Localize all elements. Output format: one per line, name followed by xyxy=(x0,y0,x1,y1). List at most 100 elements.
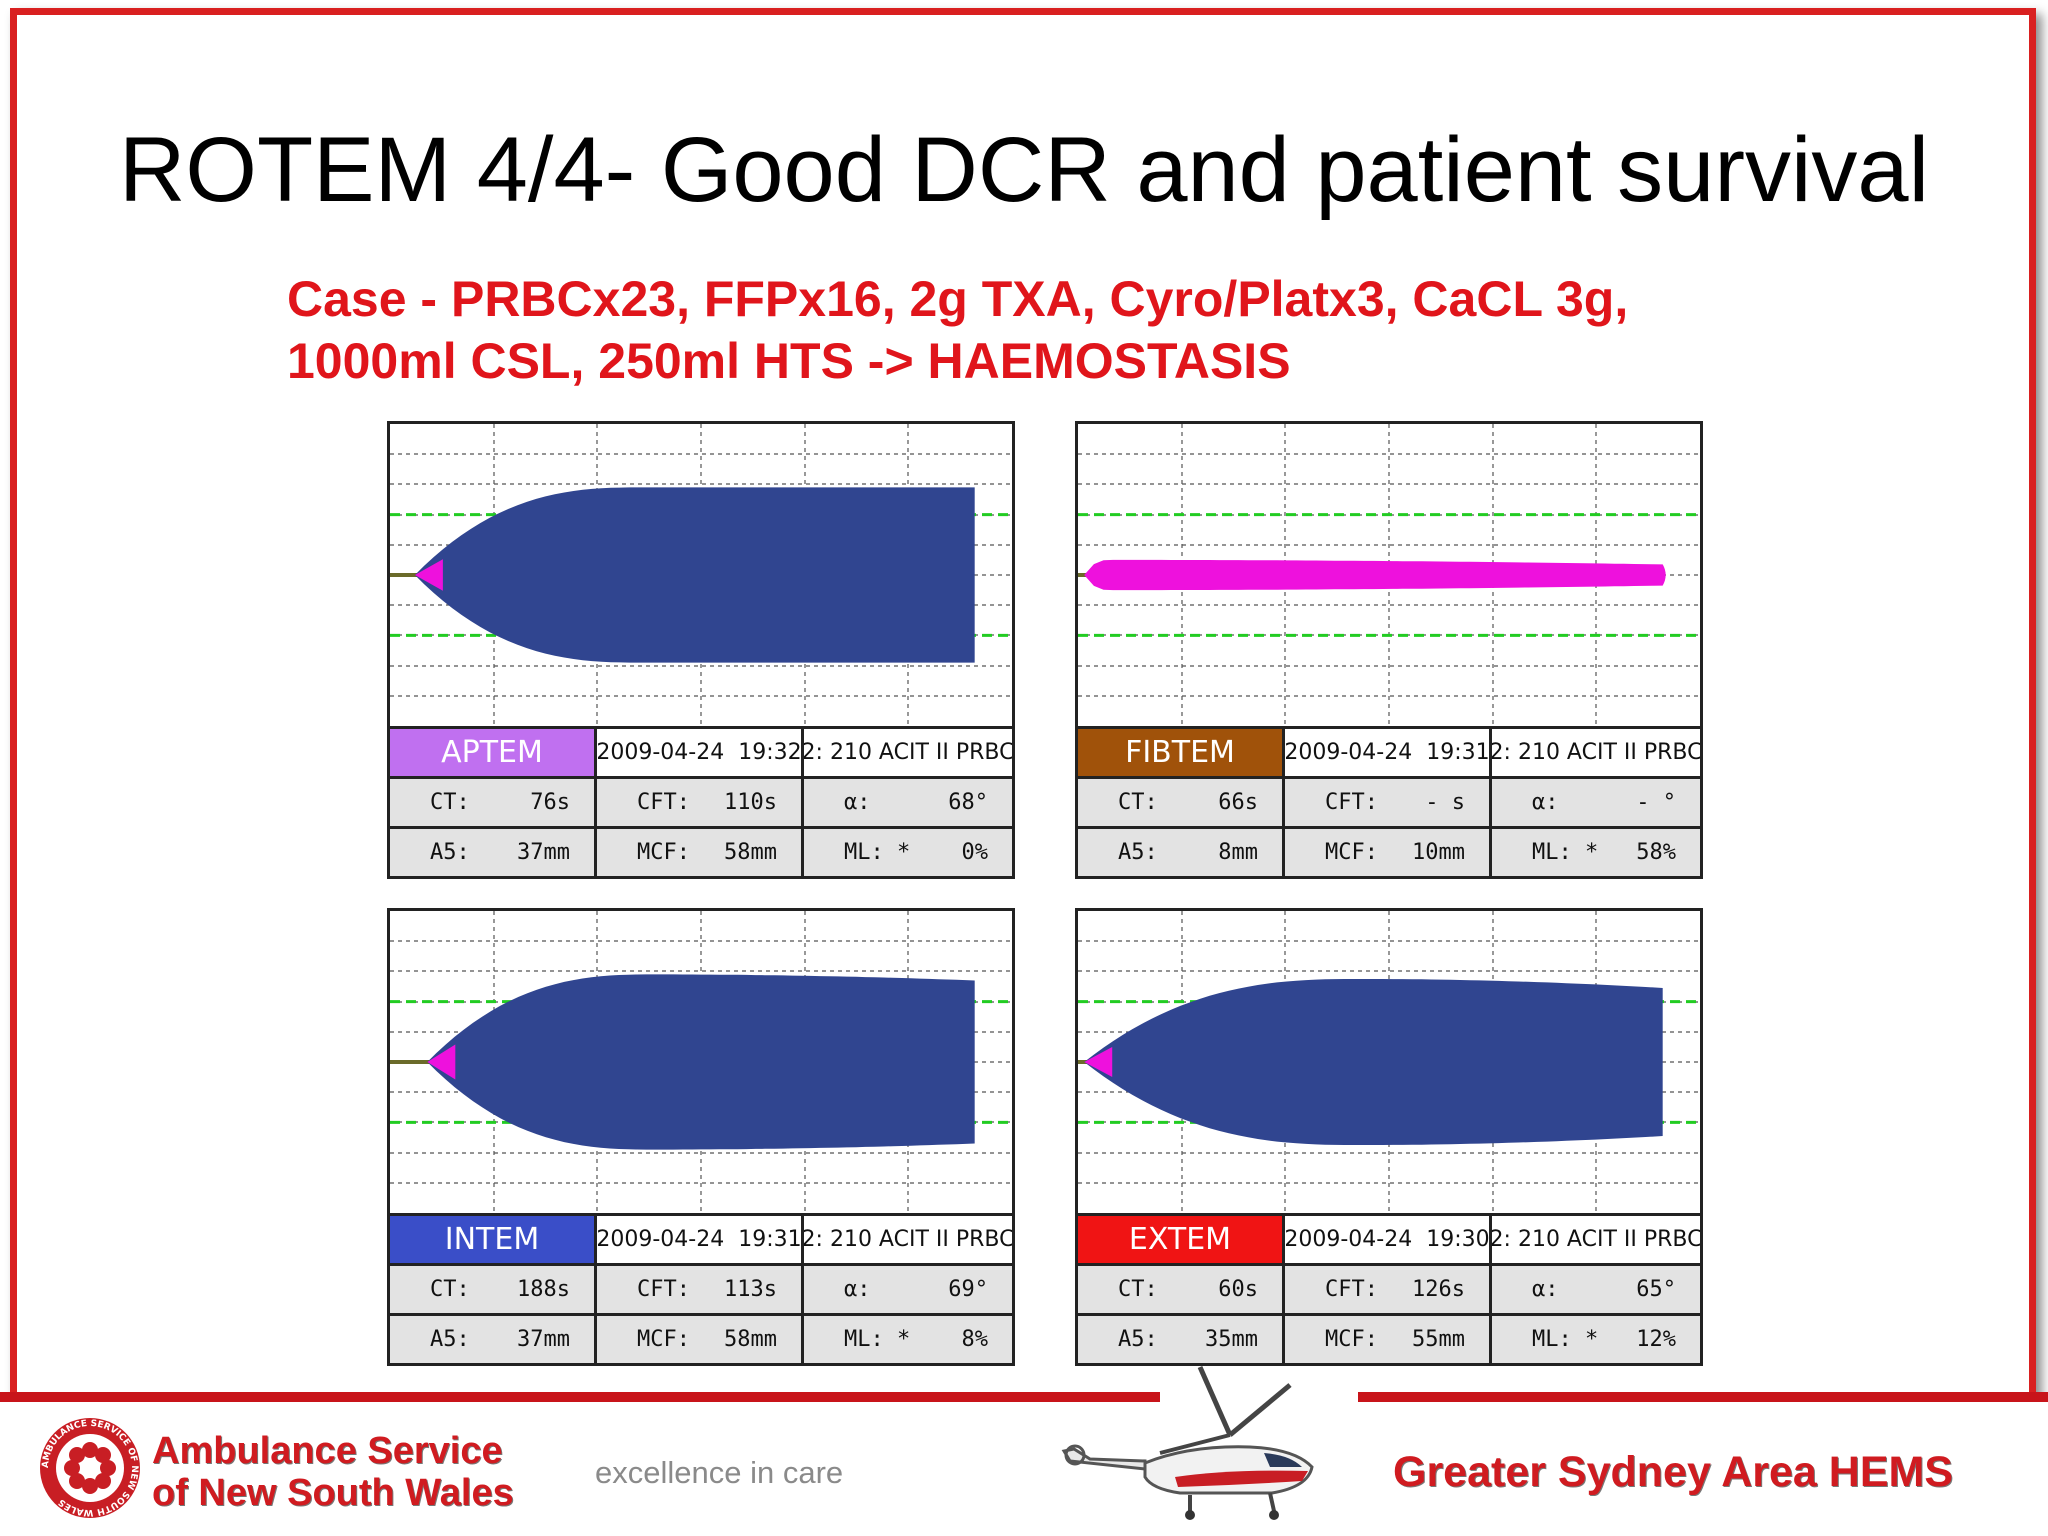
clot-amplitude-trace xyxy=(414,487,975,663)
channel-label: 2: 210 ACIT II PRBC xyxy=(1492,726,1700,776)
run-datetime: 2009-04-24 19:30 xyxy=(1285,1213,1492,1263)
metric-value: - ° xyxy=(1636,790,1676,815)
metric-label: ML: * xyxy=(844,840,911,865)
asnsw-name-line-1: Ambulance Service xyxy=(152,1430,503,1472)
metric-label: ML: * xyxy=(1532,1327,1599,1352)
rotem-panel-aptem: APTEM 2009-04-24 19:32 2: 210 ACIT II PRBC… xyxy=(387,421,1015,879)
run-date: 2009-04-24 xyxy=(597,740,725,765)
asnsw-name-line-2: of New South Wales xyxy=(152,1472,514,1514)
hems-name: Greater Sydney Area HEMS xyxy=(1393,1448,1954,1496)
case-summary-line-2: 1000ml CSL, 250ml HTS -> HAEMOSTASIS xyxy=(287,333,1291,389)
run-time: 19:32 xyxy=(738,740,802,765)
grid-lines xyxy=(1078,911,1700,1213)
metric-ct: CT: 188s xyxy=(390,1263,597,1313)
metric-label: A5: xyxy=(1118,840,1158,865)
asnsw-logo-icon: AMBULANCE SERVICE OF NEW SOUTH WALES xyxy=(40,1418,140,1518)
metric-value: 126s xyxy=(1412,1277,1465,1302)
metric-label: CFT: xyxy=(1325,790,1378,815)
metric-value: 58% xyxy=(1636,840,1676,865)
header-row: FIBTEM 2009-04-24 19:31 2: 210 ACIT II PRB… xyxy=(1078,726,1700,776)
metric-label: A5: xyxy=(1118,1327,1158,1352)
metrics-row: CT: 76s CFT: 110s α: 68° xyxy=(390,776,1012,826)
metrics-row: A5: 35mm MCF: 55mm ML: * 12% xyxy=(1078,1313,1700,1363)
metric-value: 8mm xyxy=(1218,840,1258,865)
trace-onset-marker xyxy=(1084,1047,1113,1077)
metric-label: CFT: xyxy=(637,1277,690,1302)
metric-mcf: MCF: 58mm xyxy=(597,1313,804,1363)
metric-label: CT: xyxy=(430,1277,470,1302)
metric-ml: ML: * 0% xyxy=(804,826,1012,876)
slide-title: ROTEM 4/4- Good DCR and patient survival xyxy=(118,119,1930,221)
channel-label: 2: 210 ACIT II PRBC xyxy=(804,1213,1012,1263)
metric-label: MCF: xyxy=(637,840,690,865)
metric-mcf: MCF: 58mm xyxy=(597,826,804,876)
metrics-row: CT: 188s CFT: 113s α: 69° xyxy=(390,1263,1012,1313)
metric-alpha: α: 68° xyxy=(804,776,1012,826)
metric-label: MCF: xyxy=(1325,1327,1378,1352)
metric-a5: A5: 37mm xyxy=(390,1313,597,1363)
run-datetime: 2009-04-24 19:31 xyxy=(1285,726,1492,776)
metric-cft: CFT: 110s xyxy=(597,776,804,826)
tem-trace-plot xyxy=(390,911,1012,1213)
metric-value: - s xyxy=(1425,790,1465,815)
tem-trace-plot xyxy=(1078,911,1700,1213)
run-time: 19:31 xyxy=(738,1227,802,1252)
tem-trace-plot xyxy=(390,424,1012,726)
helicopter-icon xyxy=(1061,1365,1314,1520)
metric-value: 110s xyxy=(724,790,777,815)
metric-ct: CT: 66s xyxy=(1078,776,1285,826)
case-summary-line-1: Case - PRBCx23, FFPx16, 2g TXA, Cyro/Pla… xyxy=(287,271,1629,327)
case-summary: Case - PRBCx23, FFPx16, 2g TXA, Cyro/Pla… xyxy=(287,268,1787,392)
metric-value: 66s xyxy=(1218,790,1258,815)
run-date: 2009-04-24 xyxy=(597,1227,725,1252)
result-table: EXTEM 2009-04-24 19:30 2: 210 ACIT II PRBC… xyxy=(1078,1213,1700,1363)
channel-label: 2: 210 ACIT II PRBC xyxy=(1492,1213,1700,1263)
metric-cft: CFT: - s xyxy=(1285,776,1492,826)
run-datetime: 2009-04-24 19:31 xyxy=(597,1213,804,1263)
metric-ml: ML: * 8% xyxy=(804,1313,1012,1363)
trace-onset-marker xyxy=(414,559,443,591)
footer-divider-left xyxy=(0,1392,1160,1402)
metric-ct: CT: 76s xyxy=(390,776,597,826)
header-row: INTEM 2009-04-24 19:31 2: 210 ACIT II PRBC xyxy=(390,1213,1012,1263)
asnsw-name: Ambulance Service of New South Wales xyxy=(152,1430,514,1514)
metric-value: 0% xyxy=(961,840,989,865)
metric-mcf: MCF: 55mm xyxy=(1285,1313,1492,1363)
metric-a5: A5: 35mm xyxy=(1078,1313,1285,1363)
metric-ml: ML: * 12% xyxy=(1492,1313,1700,1363)
metric-value: 68° xyxy=(948,790,988,815)
metric-ct: CT: 60s xyxy=(1078,1263,1285,1313)
header-row: APTEM 2009-04-24 19:32 2: 210 ACIT II PRBC xyxy=(390,726,1012,776)
metric-label: MCF: xyxy=(637,1327,690,1352)
metric-cft: CFT: 113s xyxy=(597,1263,804,1313)
header-row: EXTEM 2009-04-24 19:30 2: 210 ACIT II PRBC xyxy=(1078,1213,1700,1263)
metrics-row: A5: 8mm MCF: 10mm ML: * 58% xyxy=(1078,826,1700,876)
result-table: APTEM 2009-04-24 19:32 2: 210 ACIT II PRBC… xyxy=(390,726,1012,876)
footer xyxy=(0,1400,2048,1536)
metric-value: 10mm xyxy=(1412,840,1465,865)
rotem-panel-intem: INTEM 2009-04-24 19:31 2: 210 ACIT II PRBC… xyxy=(387,908,1015,1366)
metric-value: 55mm xyxy=(1412,1327,1465,1352)
result-table: INTEM 2009-04-24 19:31 2: 210 ACIT II PRBC… xyxy=(390,1213,1012,1363)
assay-name: EXTEM xyxy=(1078,1213,1285,1263)
metric-label: CFT: xyxy=(637,790,690,815)
metric-label: CT: xyxy=(1118,790,1158,815)
rotem-panel-fibtem: FIBTEM 2009-04-24 19:31 2: 210 ACIT II PRB… xyxy=(1075,421,1703,879)
clot-amplitude-trace xyxy=(1084,979,1663,1145)
metric-a5: A5: 37mm xyxy=(390,826,597,876)
metric-label: α: xyxy=(1532,790,1559,815)
metric-mcf: MCF: 10mm xyxy=(1285,826,1492,876)
metric-value: 8% xyxy=(961,1327,989,1352)
run-date: 2009-04-24 xyxy=(1285,740,1413,765)
metric-alpha: α: - ° xyxy=(1492,776,1700,826)
metric-value: 37mm xyxy=(517,1327,570,1352)
grid-lines xyxy=(390,911,1012,1213)
metric-value: 65° xyxy=(1636,1277,1676,1302)
run-datetime: 2009-04-24 19:32 xyxy=(597,726,804,776)
metric-alpha: α: 69° xyxy=(804,1263,1012,1313)
trace-onset-marker xyxy=(427,1044,456,1080)
result-table: FIBTEM 2009-04-24 19:31 2: 210 ACIT II PRB… xyxy=(1078,726,1700,876)
metric-value: 58mm xyxy=(724,840,777,865)
metrics-row: CT: 60s CFT: 126s α: 65° xyxy=(1078,1263,1700,1313)
metric-value: 113s xyxy=(724,1277,777,1302)
